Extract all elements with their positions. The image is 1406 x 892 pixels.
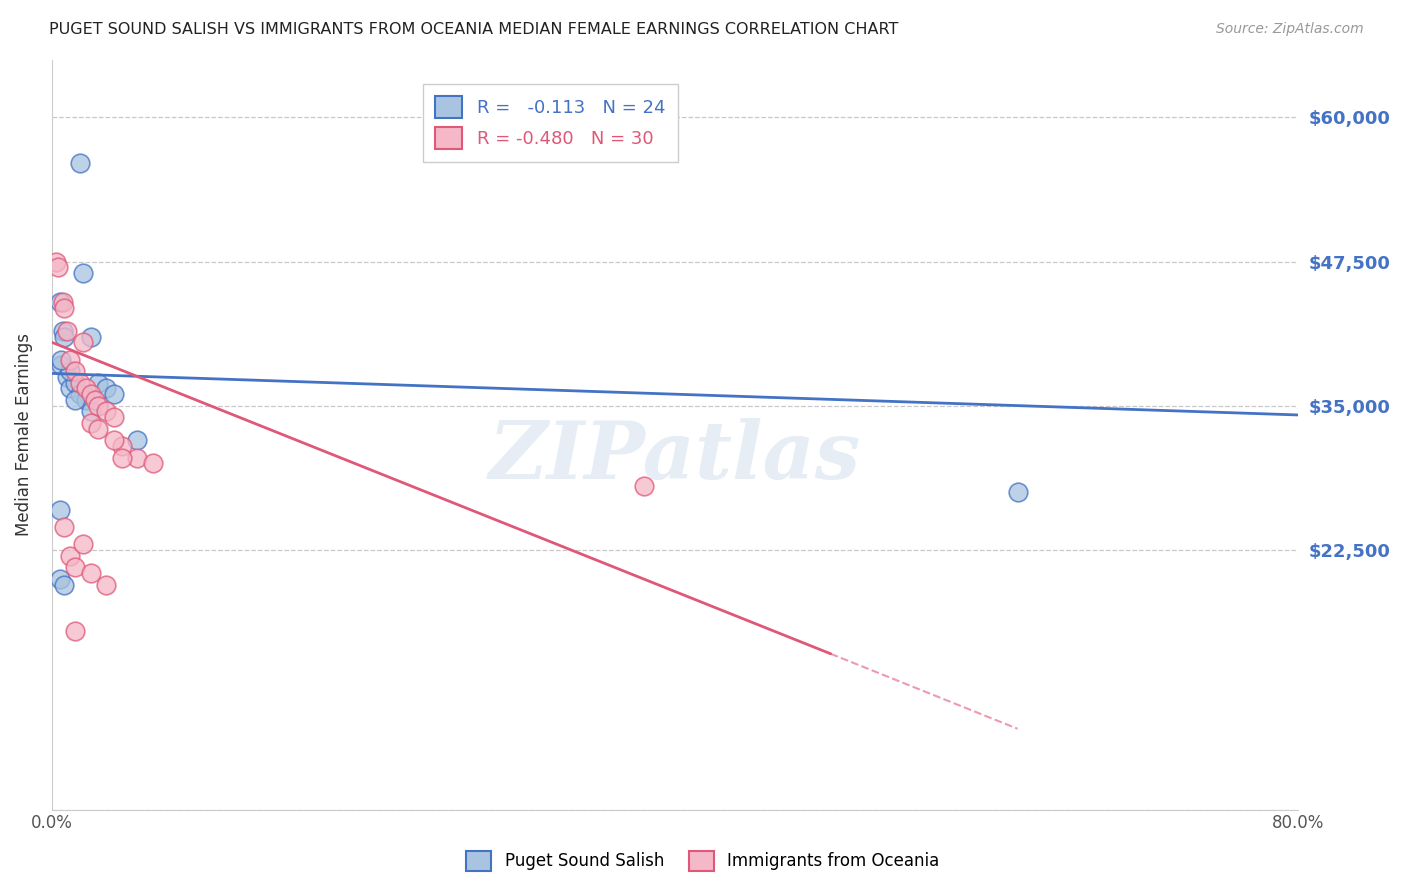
Point <box>48 502 70 516</box>
Text: ZIPatlas: ZIPatlas <box>489 418 860 496</box>
Point <box>69 387 91 401</box>
Point <box>1007 485 1029 500</box>
Point <box>63 560 86 574</box>
Point <box>53 329 76 343</box>
Point <box>633 479 655 493</box>
Point <box>63 392 86 407</box>
Point <box>49 352 72 367</box>
Point <box>96 381 118 395</box>
Text: PUGET SOUND SALISH VS IMMIGRANTS FROM OCEANIA MEDIAN FEMALE EARNINGS CORRELATION: PUGET SOUND SALISH VS IMMIGRANTS FROM OC… <box>49 22 898 37</box>
Point <box>52 324 75 338</box>
Point <box>53 520 76 534</box>
Point <box>80 329 103 343</box>
Point <box>75 392 97 407</box>
Point <box>75 381 97 395</box>
Point <box>53 577 76 591</box>
Point <box>49 359 72 373</box>
Point <box>103 387 125 401</box>
Point <box>80 404 103 418</box>
Point <box>72 335 94 350</box>
Point <box>84 392 107 407</box>
Point <box>46 260 69 275</box>
Point <box>52 294 75 309</box>
Point <box>48 572 70 586</box>
Point <box>63 376 86 390</box>
Y-axis label: Median Female Earnings: Median Female Earnings <box>15 333 32 536</box>
Point <box>103 410 125 425</box>
Point <box>111 439 134 453</box>
Legend: Puget Sound Salish, Immigrants from Oceania: Puget Sound Salish, Immigrants from Ocea… <box>458 842 948 880</box>
Point <box>56 324 79 338</box>
Point <box>63 364 86 378</box>
Legend: R =   -0.113   N = 24, R = -0.480   N = 30: R = -0.113 N = 24, R = -0.480 N = 30 <box>423 84 678 162</box>
Point <box>96 404 118 418</box>
Point <box>59 549 82 563</box>
Point <box>56 370 79 384</box>
Point <box>59 381 82 395</box>
Point <box>63 624 86 638</box>
Point <box>80 387 103 401</box>
Point <box>59 352 82 367</box>
Point <box>72 266 94 280</box>
Point <box>53 301 76 315</box>
Point <box>127 450 149 465</box>
Point <box>80 416 103 430</box>
Point <box>69 156 91 170</box>
Point <box>59 364 82 378</box>
Point <box>45 254 67 268</box>
Point <box>72 537 94 551</box>
Point <box>96 577 118 591</box>
Point <box>80 566 103 580</box>
Point <box>111 450 134 465</box>
Point <box>87 376 110 390</box>
Point <box>69 376 91 390</box>
Point <box>142 457 165 471</box>
Point <box>48 294 70 309</box>
Point <box>127 434 149 448</box>
Point <box>87 399 110 413</box>
Point <box>103 434 125 448</box>
Point <box>87 422 110 436</box>
Text: Source: ZipAtlas.com: Source: ZipAtlas.com <box>1216 22 1364 37</box>
